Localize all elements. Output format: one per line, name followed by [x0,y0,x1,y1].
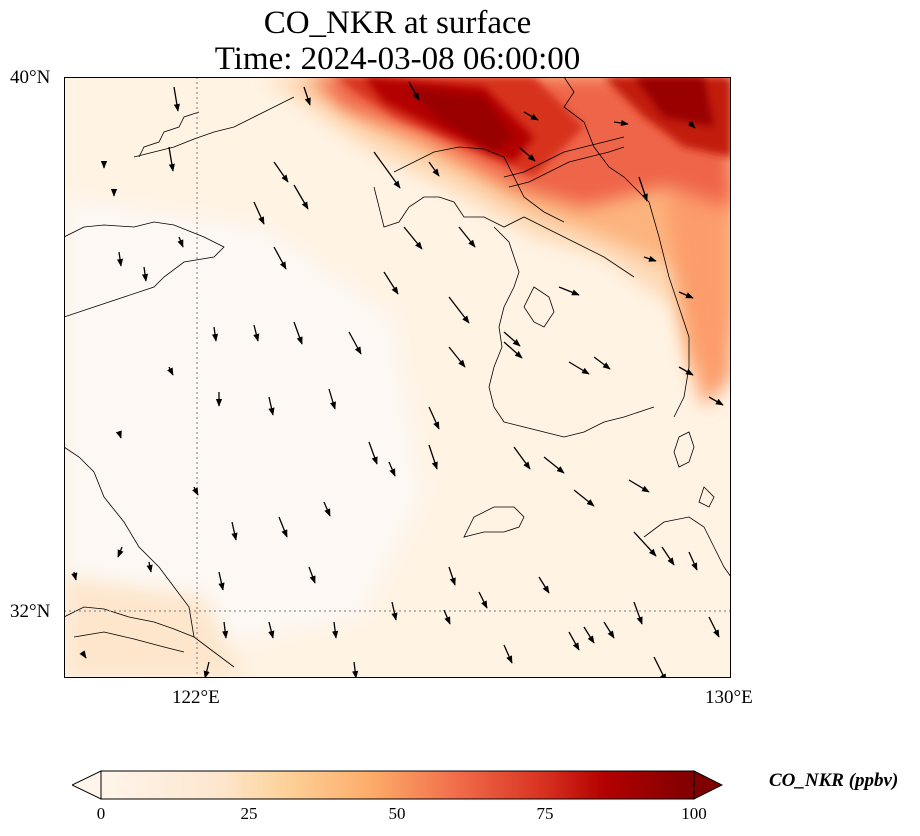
wind-arrow [478,591,488,609]
wind-arrow [448,346,466,368]
wind-arrow [503,644,513,664]
lat-label-40n: 40°N [10,67,51,88]
wind-arrow [613,119,629,127]
wind-arrow [168,146,175,172]
wind-arrow [211,326,219,342]
wind-arrow [388,461,396,477]
wind-arrow [303,86,311,106]
wind-arrow [518,146,536,162]
wind-arrow [116,251,124,267]
wind-arrow [538,576,550,594]
map-title-line-1: CO_NKR at surface [263,5,532,41]
wind-arrow [141,266,149,282]
wind-arrow [273,161,289,183]
wind-arrow [253,201,265,225]
wind-arrow [231,521,238,541]
wind-arrow [568,631,580,651]
wind-arrow [332,621,339,639]
wind-arrow [293,321,303,345]
wind-arrow [688,551,698,571]
wind-arrow [273,246,287,270]
wind-arrow [448,296,470,324]
wind-arrow [661,546,675,566]
wind-arrow [203,661,210,678]
colorbar [72,770,723,800]
colorbar-label: CO_NKR (ppbv) [769,770,899,791]
wind-arrow [573,489,595,507]
wind-arrow [408,81,420,101]
wind-arrow [71,571,78,581]
gridlines [64,77,731,678]
wind-arrow [448,566,456,586]
wind-arrow [628,479,650,493]
wind-arrow [192,486,199,496]
wind-arrow [687,120,696,129]
wind-vectors [71,81,724,678]
wind-arrow [708,616,720,638]
wind-arrow [503,331,521,347]
wind-arrow [278,516,288,538]
wind-arrow [115,430,122,439]
wind-arrow [348,331,362,355]
colorbar-tick-75: 75 [536,804,554,823]
wind-arrow [513,446,531,470]
coastlines [64,77,731,668]
wind-arrow [443,609,451,625]
wind-arrow [167,366,174,376]
wind-arrow [428,444,438,470]
wind-arrow [368,441,378,465]
wind-arrow [391,601,398,621]
wind-arrow [373,151,401,189]
wind-arrow [638,176,648,202]
wind-arrow [146,561,153,573]
wind-arrow [383,271,399,295]
wind-arrow [568,361,590,375]
wind-arrow [523,111,539,121]
wind-arrow [352,661,359,678]
wind-arrow [543,456,565,474]
wind-arrow [428,161,440,177]
wind-arrow [293,184,309,210]
wind-arrow [633,601,643,625]
wind-arrow [558,286,580,296]
wind-arrow [268,396,275,416]
wind-arrow [633,531,657,557]
wind-arrow [79,650,87,659]
wind-arrow [268,621,275,639]
wind-arrow [218,571,225,591]
wind-arrow [583,626,595,644]
wind-arrow [678,291,694,299]
lon-label-130e: 130°E [705,687,753,708]
lon-label-122e: 122°E [172,687,220,708]
wind-arrow [323,501,331,517]
wind-arrow [593,356,611,370]
colorbar-tick-50: 50 [388,804,406,823]
lat-label-32n: 32°N [10,601,51,622]
map-title-line-2: Time: 2024-03-08 06:00:00 [214,41,581,77]
wind-arrow [117,546,124,558]
wind-arrow [603,621,615,639]
wind-arrow [403,226,423,250]
wind-arrow [458,226,476,248]
wind-arrow [328,388,336,410]
colorbar-tick-100: 100 [681,804,707,823]
concentration-map [64,77,731,678]
colorbar-tick-25: 25 [240,804,258,823]
wind-arrow [177,236,184,248]
concentration-field [64,77,731,678]
wind-arrow [222,621,229,639]
wind-arrow [173,86,180,112]
wind-arrow [428,406,440,430]
wind-arrow [308,566,316,584]
wind-arrow [503,341,523,359]
wind-arrow [253,324,260,342]
wind-arrow [708,396,724,406]
colorbar-tick-0: 0 [96,804,106,823]
wind-arrow [643,255,657,262]
wind-arrow [678,366,694,376]
